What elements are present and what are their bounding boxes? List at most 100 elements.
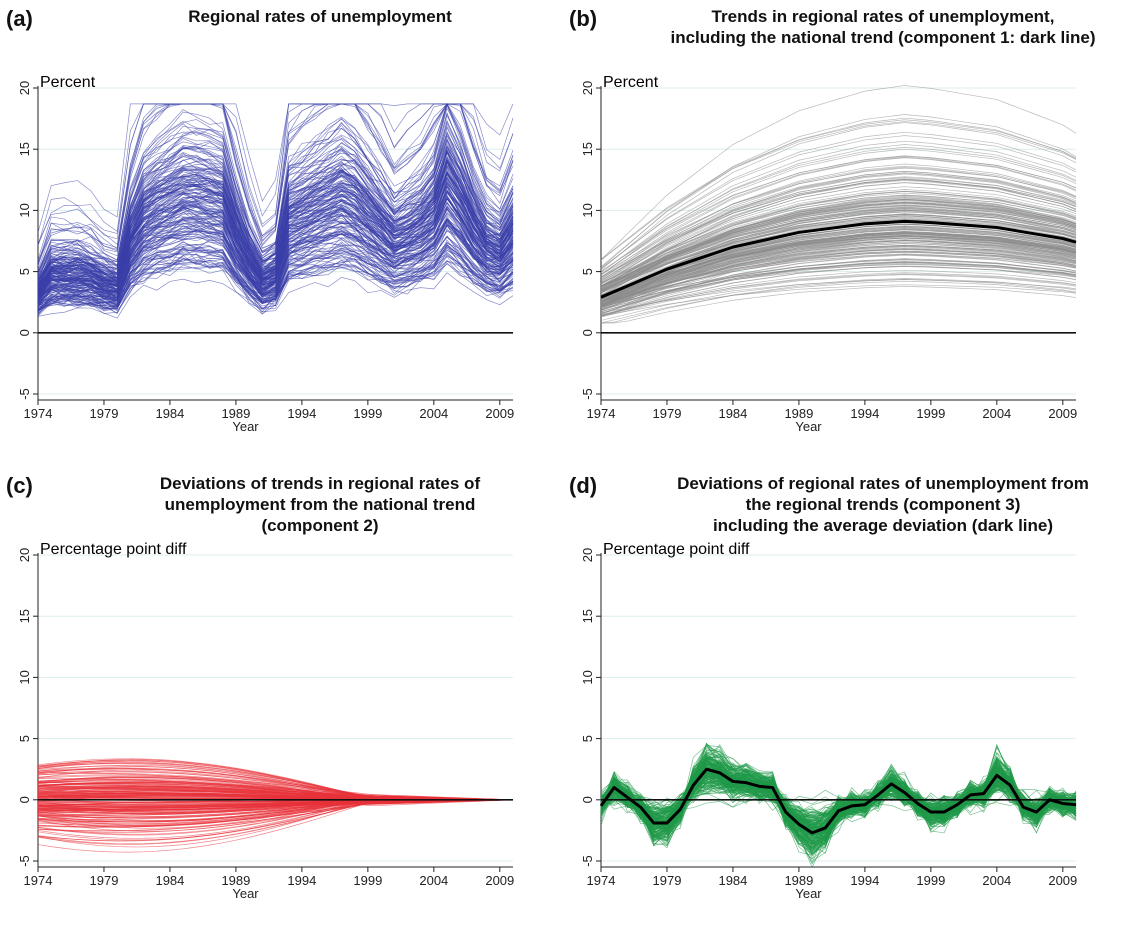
panel-title-line: including the average deviation (dark li… bbox=[712, 516, 1054, 535]
regional-series-line bbox=[600, 272, 1077, 317]
regional-series-line bbox=[600, 264, 1077, 302]
regional-series-line bbox=[600, 239, 1077, 301]
x-tick-label: 1999 bbox=[353, 873, 382, 888]
regional-series-line bbox=[600, 163, 1077, 282]
regional-series-line bbox=[600, 131, 1077, 270]
regional-series-line bbox=[600, 122, 1077, 271]
regional-series-line bbox=[37, 211, 514, 299]
x-tick-label: 2004 bbox=[419, 406, 448, 421]
y-tick-label: 15 bbox=[17, 609, 32, 623]
regional-series-line bbox=[37, 244, 514, 312]
average-deviation-line bbox=[599, 767, 1077, 835]
x-tick-label: 1984 bbox=[155, 873, 184, 888]
x-tick-label: 1979 bbox=[653, 873, 682, 888]
regional-series-line bbox=[600, 202, 1077, 288]
x-tick-label: 2009 bbox=[485, 873, 514, 888]
x-tick-label: 1974 bbox=[24, 406, 53, 421]
regional-series-line bbox=[37, 217, 514, 301]
y-tick-label: 20 bbox=[580, 81, 595, 95]
panel-title-line: Deviations of regional rates of unemploy… bbox=[677, 474, 1089, 493]
x-tick-label: 1979 bbox=[90, 406, 119, 421]
regional-series-line bbox=[600, 194, 1077, 284]
regional-series-line bbox=[37, 103, 514, 264]
regional-series-line bbox=[600, 211, 1077, 294]
regional-series-line bbox=[600, 180, 1077, 285]
regional-series-line bbox=[600, 176, 1077, 285]
regional-series-line bbox=[37, 103, 514, 260]
regional-series-line bbox=[37, 224, 514, 305]
panel-b: (b) Trends in regional rates of unemploy… bbox=[563, 0, 1123, 466]
y-tick-label: 20 bbox=[17, 81, 32, 95]
regional-series-line bbox=[37, 223, 514, 302]
x-tick-label: 1999 bbox=[916, 873, 945, 888]
x-tick-label: 1984 bbox=[155, 406, 184, 421]
panel-title-line: unemployment from the national trend bbox=[164, 495, 476, 514]
regional-series-line bbox=[600, 191, 1077, 293]
regional-series-line bbox=[600, 231, 1077, 302]
regional-series-line bbox=[37, 170, 514, 292]
regional-series-line bbox=[600, 223, 1077, 306]
x-tick-label: 1989 bbox=[784, 406, 813, 421]
regional-series-line bbox=[600, 197, 1077, 287]
regional-series-line bbox=[600, 278, 1077, 321]
regional-series-line bbox=[600, 205, 1077, 287]
x-tick-label: 1999 bbox=[916, 406, 945, 421]
regional-series-line bbox=[600, 121, 1077, 261]
chart-d: -5 0 5 10 15 20 1974 1979 1984 1989 1994 1999 2004 20… bbox=[580, 541, 1077, 901]
regional-series-line bbox=[600, 144, 1077, 276]
x-tick-label: 1984 bbox=[718, 406, 747, 421]
panel-title-line: the regional trends (component 3) bbox=[745, 495, 1021, 514]
regional-series-line bbox=[600, 155, 1077, 272]
regional-series-line bbox=[600, 215, 1077, 297]
regional-series-line bbox=[600, 167, 1077, 276]
y-tick-label: 0 bbox=[17, 796, 32, 803]
panel-title-line: Deviations of trends in regional rates o… bbox=[159, 474, 481, 493]
regional-series-line bbox=[601, 286, 1077, 324]
y-tick-label: 15 bbox=[17, 142, 32, 156]
x-tick-label: 1974 bbox=[24, 873, 53, 888]
x-tick-label: 2009 bbox=[485, 406, 514, 421]
y-tick-label: 0 bbox=[580, 329, 595, 336]
panel-title: Deviations of regional rates of unemploy… bbox=[653, 473, 1113, 536]
x-tick-label: 2004 bbox=[982, 873, 1011, 888]
national-trend-line bbox=[600, 219, 1077, 299]
y-tick-label: 5 bbox=[580, 268, 595, 275]
x-axis-title: Year bbox=[232, 886, 259, 901]
panel-a: (a) Regional rates of unemployment -5 0 5 1… bbox=[0, 0, 560, 466]
regional-series-line bbox=[37, 185, 514, 296]
y-axis-label: Percentage point diff bbox=[40, 541, 187, 558]
panel-label: (a) bbox=[6, 6, 33, 31]
regional-series-line bbox=[37, 127, 514, 279]
regional-series-line bbox=[600, 759, 1077, 845]
regional-series-line bbox=[600, 189, 1077, 287]
regional-series-line bbox=[600, 753, 1077, 852]
x-tick-label: 1994 bbox=[850, 406, 879, 421]
x-tick-label: 2009 bbox=[1048, 406, 1077, 421]
regional-series-line bbox=[37, 763, 514, 801]
regional-series-line bbox=[600, 262, 1077, 311]
regional-series-line bbox=[600, 156, 1077, 278]
x-tick-label: 1994 bbox=[287, 406, 316, 421]
x-tick-label: 2004 bbox=[419, 873, 448, 888]
y-axis-label: Percent bbox=[40, 74, 96, 91]
x-axis-title: Year bbox=[795, 419, 822, 434]
regional-series-line bbox=[37, 783, 514, 801]
regional-series-line bbox=[600, 85, 1077, 260]
y-tick-label: -5 bbox=[17, 855, 32, 867]
x-tick-label: 2004 bbox=[982, 406, 1011, 421]
y-axis-label: Percent bbox=[603, 74, 659, 91]
x-tick-label: 1974 bbox=[587, 406, 616, 421]
chart-a: -5 0 5 10 15 20 1974 1979 1984 1989 1994 1999 2004 20… bbox=[17, 74, 514, 434]
y-tick-label: 5 bbox=[17, 268, 32, 275]
y-tick-label: -5 bbox=[17, 388, 32, 400]
regional-series-line bbox=[600, 280, 1077, 324]
regional-series-line bbox=[37, 120, 514, 278]
panel-title-line: Regional rates of unemployment bbox=[188, 7, 452, 26]
regional-series-line bbox=[600, 235, 1077, 302]
regional-series-line bbox=[600, 269, 1077, 317]
regional-series-line bbox=[37, 255, 514, 312]
regional-series-group bbox=[37, 102, 514, 319]
x-tick-label: 2009 bbox=[1048, 873, 1077, 888]
y-tick-label: 0 bbox=[17, 329, 32, 336]
y-tick-label: 0 bbox=[580, 796, 595, 803]
